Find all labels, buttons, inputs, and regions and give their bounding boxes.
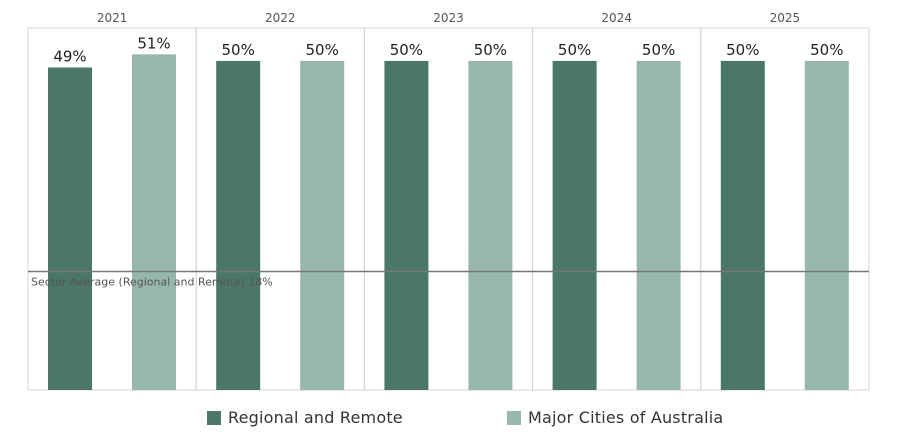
data-label-regional-and-remote-2023: 50%: [390, 41, 423, 59]
data-label-regional-and-remote-2024: 50%: [558, 41, 591, 59]
bar-regional-and-remote-2021[interactable]: [48, 67, 92, 390]
year-panels: [27, 27, 870, 391]
legend-swatch-major-cities-of-australia: [507, 410, 521, 425]
year-label-2021: 2021: [97, 11, 128, 25]
bar-major-cities-of-australia-2024[interactable]: [636, 60, 681, 391]
data-label-regional-and-remote-2022: 50%: [222, 41, 255, 59]
data-label-regional-and-remote-2025: 50%: [726, 41, 759, 59]
reference-line-label: Sector Average (Regional and Remote) 18%: [31, 276, 273, 289]
data-label-major-cities-of-australia-2022: 50%: [306, 41, 339, 59]
legend-label-regional-and-remote: Regional and Remote: [228, 408, 403, 427]
legend-swatch-regional-and-remote: [207, 410, 221, 425]
year-label-2023: 2023: [433, 11, 464, 25]
bar-major-cities-of-australia-2022[interactable]: [300, 60, 345, 391]
bar-regional-and-remote-2025[interactable]: [720, 60, 765, 391]
bar-major-cities-of-australia-2023[interactable]: [468, 60, 513, 391]
bar-regional-and-remote-2023[interactable]: [384, 60, 429, 391]
legend-label-major-cities-of-australia: Major Cities of Australia: [528, 408, 724, 427]
legend: Regional and Remote Major Cities of Aust…: [0, 408, 898, 436]
bar-regional-and-remote-2024[interactable]: [552, 60, 597, 391]
data-label-major-cities-of-australia-2025: 50%: [810, 41, 843, 59]
bars: [48, 54, 849, 391]
legend-item-regional-and-remote[interactable]: Regional and Remote: [207, 408, 403, 427]
year-label-2025: 2025: [770, 11, 801, 25]
bar-regional-and-remote-2022[interactable]: [216, 60, 261, 391]
bar-major-cities-of-australia-2025[interactable]: [804, 60, 849, 391]
year-labels: 2021 2022 2023 2024 2025: [97, 11, 800, 25]
year-label-2024: 2024: [601, 11, 632, 25]
legend-item-major-cities-of-australia[interactable]: Major Cities of Australia: [507, 408, 723, 427]
bar-chart: 49%51% 50% 50% 50% 50% 50% 50% 50% 50% 2021 2022 2…: [27, 11, 870, 391]
data-labels: 49% 51% 50% 50% 50% 50% 50% 50% 50% 50%: [53, 34, 843, 65]
data-label-major-cities-of-australia-2024: 50%: [642, 41, 675, 59]
bar-major-cities-of-australia-2021[interactable]: [132, 54, 176, 391]
panel-2025: [700, 27, 870, 391]
data-label-major-cities-of-australia-2023: 50%: [474, 41, 507, 59]
data-label-major-cities-of-australia-2021: 51%: [137, 34, 170, 52]
data-label-regional-and-remote-2021: 49%: [53, 47, 86, 65]
year-label-2022: 2022: [265, 11, 296, 25]
